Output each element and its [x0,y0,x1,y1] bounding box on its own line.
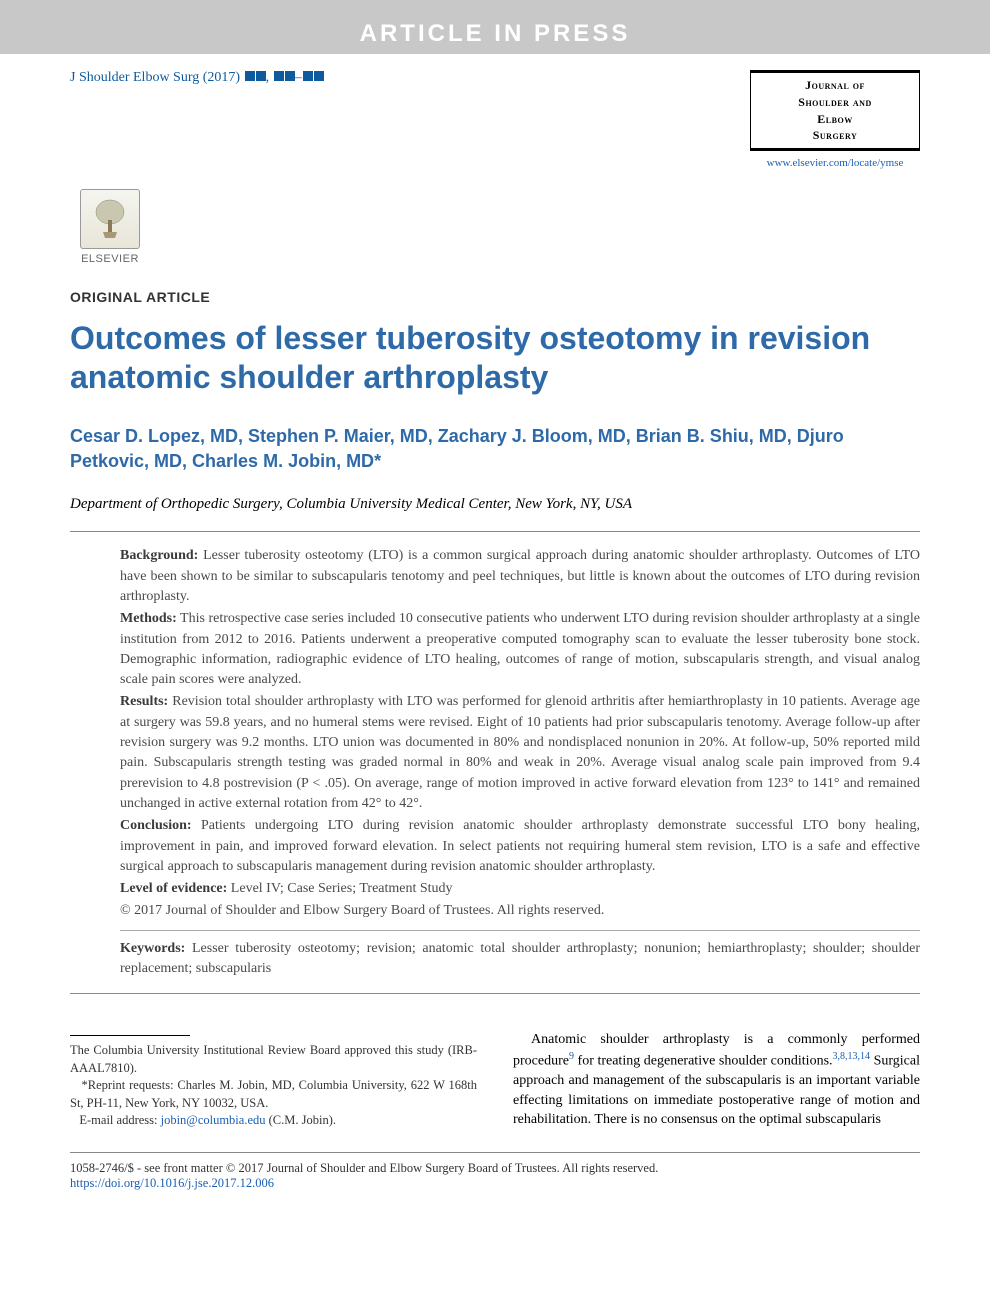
evidence-label: Level of evidence: [120,881,227,896]
page-content: J Shoulder Elbow Surg (2017) , – Journal… [0,54,990,1221]
placeholder-blocks: , – [244,70,324,86]
affiliation: Department of Orthopedic Surgery, Columb… [70,496,920,513]
email-link[interactable]: jobin@columbia.edu [161,1113,266,1127]
keywords-block: Keywords: Lesser tuberosity osteotomy; r… [120,930,920,980]
corresponding-marker: * [374,451,381,471]
journal-homepage-link[interactable]: www.elsevier.com/locate/ymse [750,157,920,169]
methods-text: This retrospective case series included … [120,611,920,687]
reprint-footnote: *Reprint requests: Charles M. Jobin, MD,… [70,1077,477,1112]
evidence-text: Level IV; Case Series; Treatment Study [231,881,453,896]
logos-row: ELSEVIER [70,175,920,265]
intro-text-b: for treating degenerative shoulder condi… [574,1054,833,1069]
journal-title-inner: Journal of Shoulder and Elbow Surgery [750,70,920,151]
elsevier-label: ELSEVIER [81,253,139,265]
background-text: Lesser tuberosity osteotomy (LTO) is a c… [120,548,920,604]
authors-text: Cesar D. Lopez, MD, Stephen P. Maier, MD… [70,426,844,471]
abstract-background: Background: Lesser tuberosity osteotomy … [120,546,920,607]
journal-name-line: Surgery [753,127,917,144]
journal-title-box: Journal of Shoulder and Elbow Surgery ww… [750,70,920,169]
bottom-two-column: The Columbia University Institutional Re… [70,1030,920,1130]
abstract-conclusion: Conclusion: Patients undergoing LTO duri… [120,816,920,877]
doi-link[interactable]: https://doi.org/10.1016/j.jse.2017.12.00… [70,1176,274,1190]
conclusion-label: Conclusion: [120,818,192,833]
issn-line: 1058-2746/$ - see front matter © 2017 Jo… [70,1161,920,1176]
results-label: Results: [120,694,168,709]
top-gray-band [0,0,990,14]
abstract-methods: Methods: This retrospective case series … [120,609,920,690]
author-list: Cesar D. Lopez, MD, Stephen P. Maier, MD… [70,424,920,474]
email-label: E-mail address: [79,1113,157,1127]
intro-paragraph: Anatomic shoulder arthroplasty is a comm… [513,1030,920,1130]
page-footer: 1058-2746/$ - see front matter © 2017 Jo… [70,1152,920,1191]
abstract-copyright: © 2017 Journal of Shoulder and Elbow Sur… [120,901,920,921]
reprint-label: *Reprint requests: [82,1078,174,1092]
footnote-rule [70,1035,190,1036]
keywords-label: Keywords: [120,941,185,956]
abstract-evidence: Level of evidence: Level IV; Case Series… [120,879,920,899]
elsevier-tree-icon [80,189,140,249]
abstract-box: Background: Lesser tuberosity osteotomy … [70,531,920,994]
citation-text: J Shoulder Elbow Surg (2017) [70,70,244,85]
journal-name-line: Shoulder and [753,94,917,111]
journal-name-line: Journal of [753,77,917,94]
elsevier-logo: ELSEVIER [70,175,150,265]
email-footnote: E-mail address: jobin@columbia.edu (C.M.… [70,1112,477,1130]
keywords-text: Lesser tuberosity osteotomy; revision; a… [120,941,920,976]
email-suffix: (C.M. Jobin). [269,1113,336,1127]
conclusion-text: Patients undergoing LTO during revision … [120,818,920,874]
abstract-results: Results: Revision total shoulder arthrop… [120,692,920,814]
article-type-label: ORIGINAL ARTICLE [70,289,920,305]
citation-ref[interactable]: 3,8,13,14 [833,1051,871,1062]
article-in-press-banner: ARTICLE IN PRESS [0,14,990,54]
left-footnote-column: The Columbia University Institutional Re… [70,1030,477,1130]
results-text: Revision total shoulder arthroplasty wit… [120,694,920,810]
irb-footnote: The Columbia University Institutional Re… [70,1042,477,1077]
background-label: Background: [120,548,198,563]
journal-name-line: Elbow [753,111,917,128]
methods-label: Methods: [120,611,177,626]
running-citation: J Shoulder Elbow Surg (2017) , – [70,70,324,86]
right-intro-column: Anatomic shoulder arthroplasty is a comm… [513,1030,920,1130]
header-row: J Shoulder Elbow Surg (2017) , – Journal… [70,70,920,169]
article-title: Outcomes of lesser tuberosity osteotomy … [70,319,920,396]
